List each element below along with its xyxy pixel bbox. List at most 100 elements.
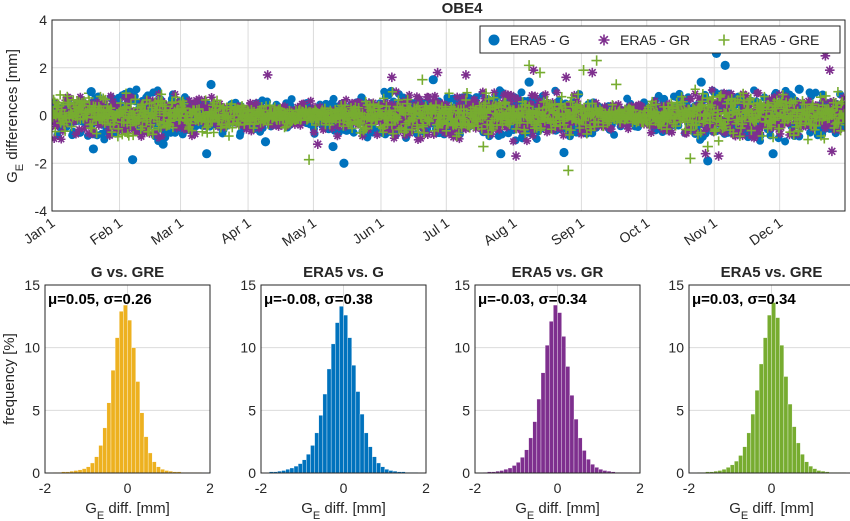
histogram-bar — [297, 463, 303, 474]
y-tick-label: 10 — [24, 340, 40, 356]
data-point — [711, 98, 721, 108]
data-point — [84, 100, 93, 109]
histogram-bar — [536, 398, 542, 474]
histogram-bar — [787, 403, 793, 474]
data-point — [415, 94, 424, 104]
data-point — [773, 119, 782, 128]
data-point — [490, 88, 499, 97]
data-point — [778, 89, 788, 100]
y-tick-label: 0 — [462, 465, 470, 481]
histogram-bar — [98, 445, 103, 474]
histogram-bar — [598, 469, 604, 474]
data-point — [75, 125, 84, 134]
data-point — [509, 137, 518, 146]
data-point — [742, 91, 751, 100]
data-point — [703, 156, 713, 166]
data-point — [738, 119, 748, 129]
series-band-3 — [52, 84, 845, 146]
data-point — [488, 34, 500, 46]
data-point — [347, 123, 357, 134]
data-point — [379, 119, 388, 128]
histogram-bar — [557, 312, 562, 474]
data-point — [260, 137, 271, 147]
x-tick-label: May 1 — [279, 214, 320, 249]
data-point — [746, 93, 756, 103]
data-point — [126, 99, 136, 109]
data-point — [128, 130, 138, 141]
data-point — [836, 126, 845, 136]
data-point — [793, 98, 803, 107]
data-point — [682, 129, 691, 138]
histogram-bar — [586, 459, 591, 474]
data-point — [287, 95, 296, 104]
data-point — [685, 153, 696, 164]
data-point — [470, 95, 479, 104]
data-point — [535, 117, 545, 127]
data-point — [396, 100, 406, 110]
data-point — [328, 141, 338, 152]
data-point — [364, 98, 374, 107]
data-point — [607, 100, 618, 110]
data-point — [387, 120, 397, 130]
data-point — [87, 98, 96, 108]
data-point — [524, 77, 534, 87]
data-point — [502, 123, 511, 132]
histogram-bar — [520, 457, 525, 474]
data-point — [498, 104, 507, 113]
data-point — [157, 99, 168, 110]
data-point — [696, 128, 706, 138]
data-point — [565, 97, 576, 107]
data-point — [528, 131, 538, 140]
data-point — [563, 165, 574, 176]
legend-entry: ERA5 - G — [488, 32, 570, 48]
data-point — [755, 123, 764, 132]
data-point — [424, 92, 433, 102]
data-point — [836, 99, 845, 109]
y-tick-label: 5 — [248, 402, 256, 418]
data-point — [104, 125, 114, 134]
histogram-bar — [783, 376, 789, 474]
data-point — [185, 96, 194, 105]
data-point — [461, 70, 471, 80]
data-point — [534, 67, 546, 78]
data-point — [179, 103, 189, 113]
data-point — [354, 103, 364, 113]
histogram-stats: μ=-0.08, σ=0.38 — [264, 291, 373, 308]
histogram-bar — [310, 445, 315, 474]
data-point — [117, 130, 127, 140]
data-point — [607, 124, 616, 134]
data-point — [820, 51, 831, 61]
data-point — [720, 60, 730, 70]
data-point — [431, 100, 441, 110]
data-point — [65, 93, 74, 103]
data-point — [804, 96, 813, 106]
histogram-bar — [106, 402, 112, 474]
data-point — [777, 96, 787, 106]
x-tick-label: Dec 1 — [746, 214, 785, 248]
histogram-bar — [363, 432, 369, 474]
data-point — [53, 99, 64, 109]
histogram-bar — [347, 337, 352, 474]
x-tick-label: 2 — [422, 480, 430, 496]
data-point — [203, 101, 212, 111]
x-tick-label: Apr 1 — [217, 214, 254, 246]
histogram-bar — [90, 462, 95, 474]
histogram-bar — [123, 304, 128, 474]
histogram-bar — [742, 446, 747, 474]
data-point — [80, 98, 90, 108]
data-point — [791, 102, 800, 111]
data-point — [700, 148, 711, 159]
data-point — [167, 97, 177, 107]
data-point — [197, 127, 207, 137]
data-point — [265, 100, 275, 110]
histogram-bar — [322, 393, 328, 474]
data-point — [212, 95, 222, 105]
data-point — [821, 124, 830, 133]
histogram-bar — [590, 464, 595, 474]
data-point — [765, 104, 775, 114]
data-point — [372, 130, 382, 140]
data-point — [775, 129, 785, 139]
data-point — [387, 72, 397, 83]
data-point — [637, 102, 647, 111]
